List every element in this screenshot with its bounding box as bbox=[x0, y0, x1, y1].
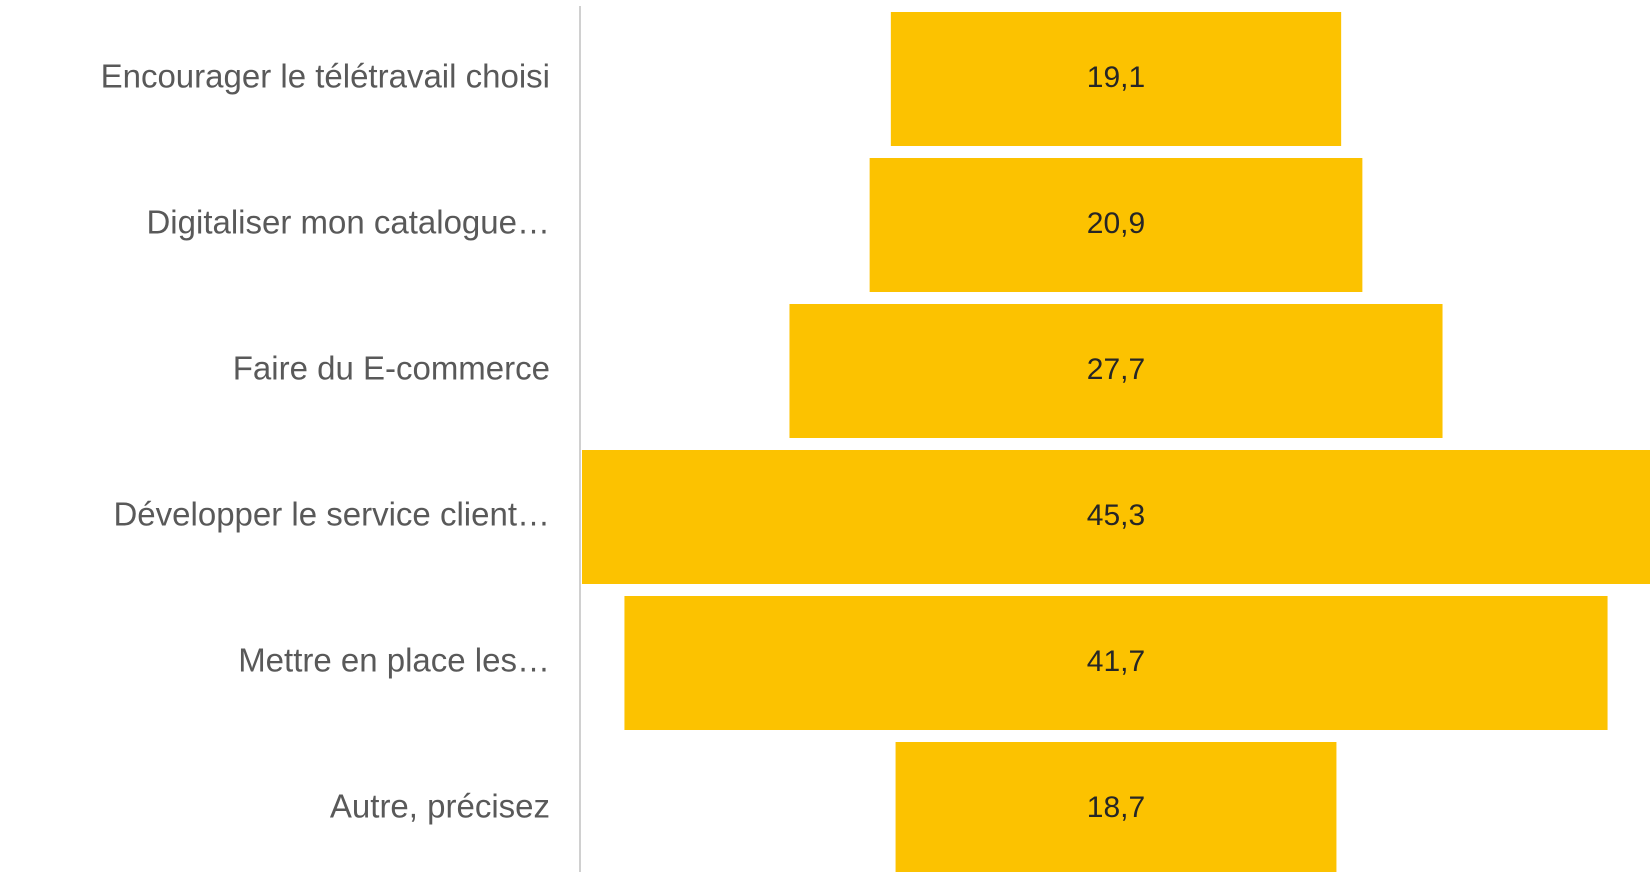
bar bbox=[789, 304, 1443, 438]
category-label: Mettre en place les… bbox=[238, 642, 550, 679]
bar bbox=[869, 158, 1363, 292]
category-label: Faire du E-commerce bbox=[233, 350, 550, 387]
category-label: Digitaliser mon catalogue… bbox=[146, 204, 550, 241]
data-label: 20,9 bbox=[1087, 207, 1145, 240]
category-label: Autre, précisez bbox=[330, 788, 550, 825]
data-label: 41,7 bbox=[1087, 645, 1145, 678]
bar bbox=[582, 450, 1650, 584]
bar bbox=[890, 12, 1342, 146]
category-label: Encourager le télétravail choisi bbox=[101, 58, 550, 95]
bar bbox=[624, 596, 1608, 730]
data-label: 27,7 bbox=[1087, 353, 1145, 386]
data-label: 18,7 bbox=[1087, 791, 1145, 824]
data-label: 19,1 bbox=[1087, 61, 1145, 94]
bar bbox=[895, 742, 1337, 872]
category-label: Développer le service client… bbox=[113, 496, 550, 533]
data-label: 45,3 bbox=[1087, 499, 1145, 532]
